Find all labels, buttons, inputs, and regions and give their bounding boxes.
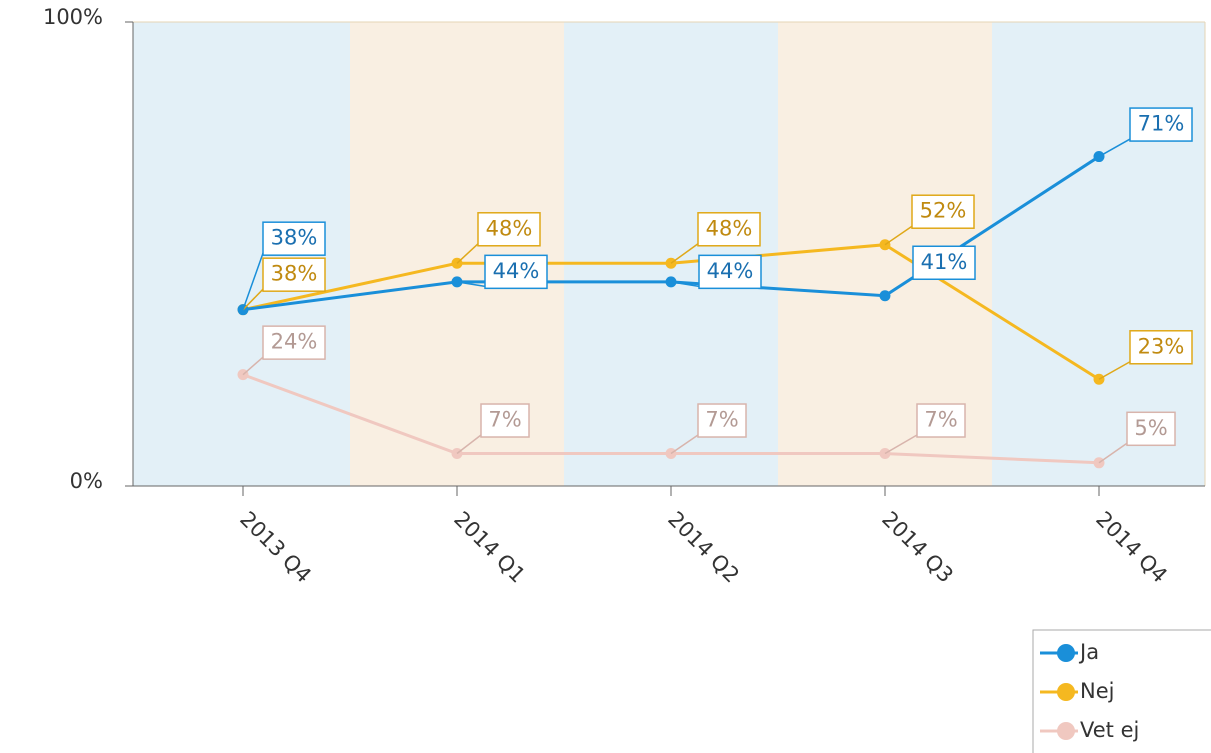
label-box: [916, 403, 966, 438]
legend-label: Ja: [1078, 640, 1099, 664]
data-label: 44%: [493, 259, 540, 283]
data-label: 7%: [488, 408, 521, 432]
label-box: [698, 254, 762, 290]
x-tick-label: 2014 Q4: [1091, 507, 1172, 588]
data-label: 48%: [706, 216, 753, 240]
label-leader: [242, 288, 264, 311]
data-label: 41%: [921, 250, 968, 274]
label-leader: [884, 225, 913, 246]
label-box: [697, 212, 761, 247]
x-tick-label: 2013 Q4: [235, 507, 316, 588]
data-label: 48%: [486, 216, 533, 240]
x-tick-label: 2014 Q2: [663, 507, 744, 588]
label-box: [912, 245, 976, 281]
label-box: [1129, 330, 1193, 365]
data-label: 52%: [920, 199, 967, 223]
plot-band: [350, 22, 564, 486]
label-leader: [456, 243, 479, 264]
label-leader: [242, 356, 264, 376]
legend-marker: [1057, 644, 1075, 662]
legend-label: Vet ej: [1080, 718, 1139, 742]
label-leader: [670, 434, 699, 455]
label-box: [1126, 411, 1176, 447]
data-label: 5%: [1134, 416, 1167, 440]
label-box: [477, 212, 541, 247]
y-tick-label: 100%: [43, 5, 103, 29]
label-leader: [884, 276, 914, 297]
label-box: [262, 257, 326, 292]
data-label: 24%: [271, 330, 318, 354]
legend-marker: [1057, 722, 1075, 740]
data-label: 44%: [707, 259, 754, 283]
y-tick-label: 0%: [70, 469, 103, 493]
data-label: 38%: [271, 262, 318, 286]
x-tick-label: 2014 Q1: [449, 507, 530, 588]
label-leader: [1098, 442, 1128, 464]
label-leader: [456, 434, 482, 455]
data-label: 71%: [1138, 112, 1185, 136]
x-tick-label: 2014 Q3: [877, 507, 958, 588]
data-label: 23%: [1138, 334, 1185, 358]
label-box: [262, 221, 326, 256]
label-box: [262, 325, 326, 360]
label-leader: [670, 243, 699, 264]
label-box: [911, 194, 975, 229]
label-leader: [884, 434, 918, 455]
label-leader: [242, 252, 264, 310]
data-label: 38%: [271, 226, 318, 250]
legend-label: Nej: [1080, 679, 1114, 703]
plot-band: [992, 22, 1205, 486]
label-box: [480, 403, 530, 438]
label-leader: [1098, 138, 1131, 158]
data-label: 7%: [705, 408, 738, 432]
label-leader: [670, 281, 700, 288]
label-leader: [456, 281, 486, 288]
label-box: [484, 254, 548, 290]
legend-marker: [1057, 683, 1075, 701]
label-box: [1129, 107, 1193, 142]
label-leader: [1098, 361, 1131, 380]
data-label: 7%: [924, 408, 957, 432]
label-box: [697, 403, 747, 438]
